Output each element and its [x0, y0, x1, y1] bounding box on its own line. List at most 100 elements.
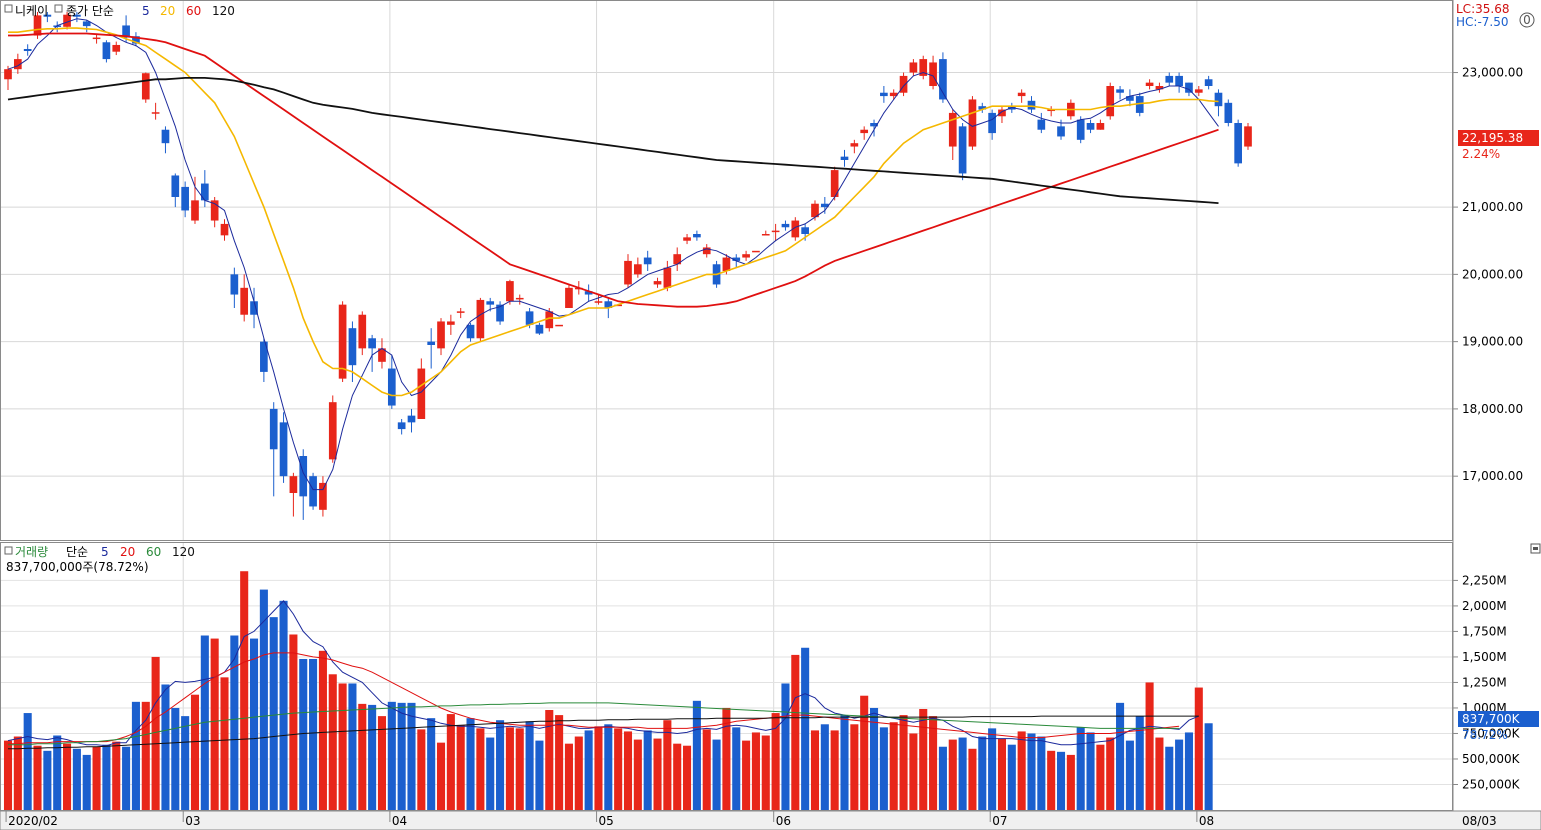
volume-bar — [761, 735, 770, 810]
candle-body — [1145, 82, 1154, 86]
candle-body — [1057, 126, 1065, 137]
volume-bar — [131, 701, 140, 810]
candle-body — [889, 92, 898, 97]
candle-body — [525, 311, 534, 325]
volume-bar — [1125, 740, 1134, 810]
volume-bar — [299, 658, 308, 810]
volume-bar — [1116, 702, 1125, 810]
volume-bar — [722, 707, 731, 810]
volume-bar — [1175, 739, 1184, 810]
candle-body — [1027, 100, 1036, 110]
volume-bar — [368, 704, 377, 810]
volume-bar — [358, 703, 367, 810]
price-change: 2.24% — [1462, 147, 1500, 161]
hc-readout: HC:-7.50 — [1456, 15, 1509, 29]
volume-bar — [269, 617, 278, 810]
volume-bar — [249, 638, 259, 810]
volume-bar — [3, 740, 13, 810]
candle-body — [191, 200, 199, 221]
candle-body — [102, 42, 111, 60]
volume-bar — [377, 716, 387, 810]
volume-bar — [948, 739, 957, 810]
volume-bar — [525, 721, 534, 810]
volume-bar — [781, 683, 790, 810]
volume-bar — [112, 741, 121, 810]
x-tick-label: 06 — [776, 814, 791, 828]
volume-bar — [830, 730, 839, 810]
volume-bar — [810, 730, 820, 810]
candle-body — [486, 301, 495, 305]
volume-bar — [751, 732, 760, 810]
candle-body — [220, 223, 229, 236]
price-badge — [1458, 130, 1539, 146]
volume-bar — [161, 684, 170, 810]
volume-bar — [899, 715, 908, 810]
candle-body — [309, 476, 317, 507]
volume-bar — [181, 716, 190, 810]
candle-body — [1126, 96, 1134, 101]
candle-body — [181, 186, 189, 211]
volume-bar — [653, 738, 662, 810]
volume-bar — [122, 746, 131, 810]
candle-body — [565, 287, 573, 308]
volume-bar — [230, 635, 239, 810]
ma20-label: 20 — [160, 4, 175, 18]
price-ma-line — [7, 77, 1219, 204]
volume-bar — [1145, 682, 1154, 810]
candle-body — [732, 257, 741, 261]
candle-body — [643, 257, 652, 265]
volume-bar — [801, 647, 810, 810]
volume-ma-line — [8, 715, 1199, 750]
volume-title: 거래량 — [15, 545, 48, 559]
candle-body — [378, 348, 386, 362]
candle-body — [624, 260, 632, 285]
candle-body — [1224, 102, 1233, 123]
volume-bar — [1086, 732, 1095, 810]
vma120-label: 120 — [172, 545, 195, 559]
vma60-label: 60 — [146, 545, 161, 559]
volume-y-tick-label: 2,250M — [1462, 573, 1507, 587]
volume-bar — [791, 654, 800, 810]
candle-body — [319, 482, 327, 510]
price-y-tick-label: 19,000.00 — [1462, 335, 1523, 349]
axis-labels: 2020/02 03 04 05 06 07 08 08/03 17,000.00 18,000.… — [5, 66, 1523, 828]
x-axis-area — [0, 810, 1541, 830]
volume-bar — [407, 702, 416, 810]
candle-body — [368, 338, 376, 349]
volume-bar — [564, 743, 573, 810]
volume-ma-line — [8, 702, 1180, 746]
candle-body — [1116, 89, 1124, 93]
symbol-title: 니케이 — [15, 4, 48, 18]
candle-body — [1165, 75, 1174, 83]
candle-body — [742, 254, 750, 258]
volume-bar — [240, 571, 249, 810]
volume-bar — [190, 694, 200, 810]
candle-body — [771, 230, 780, 233]
volume-y-tick-label: 2,000M — [1462, 599, 1507, 613]
volume-bar — [988, 728, 997, 810]
volume-bar — [1106, 737, 1115, 810]
x-tick-label: 07 — [992, 814, 1007, 828]
volume-bar — [427, 718, 436, 810]
candle-body — [870, 123, 878, 127]
candle-body — [437, 321, 445, 349]
chart-settings-icon[interactable] — [1519, 12, 1535, 28]
candle-body — [702, 247, 711, 255]
volume-bar — [997, 738, 1007, 810]
volume-bar — [1017, 731, 1026, 810]
candle-body — [673, 254, 682, 265]
candle-body — [1037, 119, 1046, 130]
candle-body — [1194, 89, 1203, 93]
volume-bar — [397, 702, 406, 810]
candle-body — [604, 301, 613, 308]
volume-indicator-label: 단순 — [66, 545, 88, 559]
candle-body — [781, 223, 790, 228]
candle-body — [584, 291, 593, 295]
candle-body — [801, 227, 809, 234]
volume-bar — [1155, 737, 1164, 810]
candle-body — [427, 341, 436, 345]
candle-body — [358, 314, 367, 349]
candle-body — [43, 14, 52, 17]
candle-body — [958, 126, 967, 174]
